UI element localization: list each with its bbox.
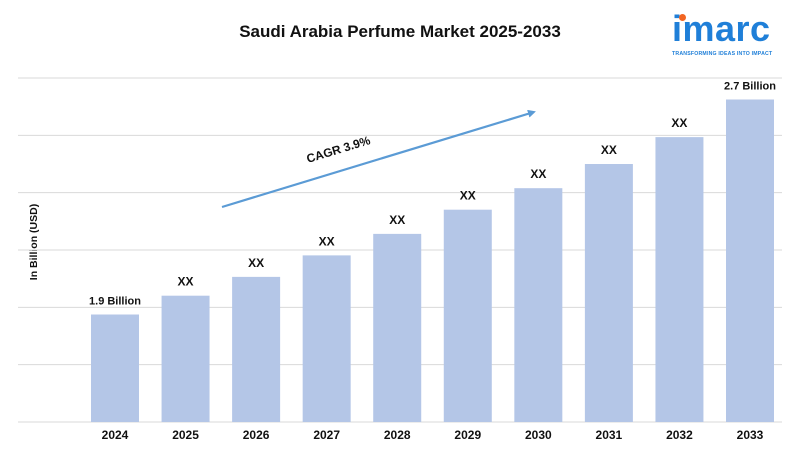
x-tick-2033: 2033 (737, 428, 764, 442)
data-label-2027: XX (319, 234, 335, 248)
data-label-2033: 2.7 Billion (724, 81, 776, 93)
x-tick-labels: 2024 2025 2026 2027 2028 2029 2030 2031 2032 2033 (102, 428, 764, 442)
x-tick-2028: 2028 (384, 428, 411, 442)
x-tick-2029: 2029 (454, 428, 481, 442)
bar-2024 (91, 314, 139, 422)
x-tick-2025: 2025 (172, 428, 199, 442)
x-tick-2027: 2027 (313, 428, 340, 442)
bar-2026 (232, 276, 281, 422)
imarc-logo: imarc TRANSFORMING IDEAS INTO IMPACT (672, 8, 796, 58)
x-tick-2026: 2026 (243, 428, 270, 442)
bar-2032 (655, 137, 704, 422)
data-label-2028: XX (389, 213, 405, 227)
logo-tagline: TRANSFORMING IDEAS INTO IMPACT (672, 51, 773, 57)
cagr-annotation: CAGR 3.9% (305, 133, 373, 166)
data-label-2030: XX (530, 167, 546, 181)
data-label-2029: XX (460, 189, 476, 203)
x-tick-2024: 2024 (102, 428, 129, 442)
data-label-2025: XX (178, 275, 194, 289)
data-label-2026: XX (248, 256, 264, 270)
cagr-arrow (221, 109, 536, 209)
bar-2030 (514, 188, 563, 422)
bar-2028 (373, 233, 422, 422)
bar-2031 (584, 164, 633, 422)
bar-2033 (726, 99, 774, 422)
data-label-2024: 1.9 Billion (89, 296, 141, 308)
data-label-2031: XX (601, 143, 617, 157)
logo-wordmark: imarc (672, 8, 771, 49)
bar-2025 (161, 295, 210, 422)
bars (91, 99, 774, 422)
data-labels: 1.9 Billion XX XX XX XX XX XX XX XX 2.7 Billion (89, 81, 776, 308)
x-tick-2032: 2032 (666, 428, 693, 442)
logo-dot-icon (679, 14, 686, 21)
x-tick-2030: 2030 (525, 428, 552, 442)
x-tick-2031: 2031 (596, 428, 623, 442)
chart-title: Saudi Arabia Perfume Market 2025-2033 (239, 22, 561, 41)
bar-2029 (443, 209, 492, 422)
data-label-2032: XX (671, 116, 687, 130)
bar-2027 (302, 255, 351, 422)
